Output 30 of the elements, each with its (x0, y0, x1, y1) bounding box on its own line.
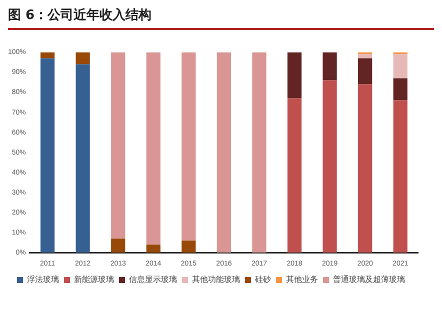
legend-label: 其他业务 (286, 275, 318, 284)
bar (322, 52, 337, 80)
bar (182, 52, 196, 241)
legend-label: 硅砂 (254, 275, 271, 284)
legend-label: 其他功能玻璃 (192, 275, 240, 284)
bar (146, 52, 160, 245)
bar (322, 80, 337, 253)
bar (358, 58, 372, 84)
bar (393, 78, 408, 100)
legend-label: 浮法玻璃 (27, 275, 59, 284)
bar (393, 54, 408, 78)
legend-label: 新能源玻璃 (74, 275, 114, 284)
legend-label: 普通玻璃及超薄玻璃 (333, 275, 405, 284)
bar (40, 52, 55, 58)
bar (393, 100, 408, 253)
bar (252, 52, 266, 253)
bar (111, 52, 126, 239)
chart-title: 图 6：公司近年收入结构 (8, 6, 434, 30)
bar (76, 52, 90, 64)
bar (216, 52, 232, 253)
bar (358, 84, 372, 253)
bar (358, 54, 372, 58)
bar (287, 52, 302, 98)
bar (287, 98, 302, 253)
bar (40, 58, 55, 253)
bar (146, 244, 160, 253)
bar (111, 238, 126, 253)
legend-label: 信息显示玻璃 (129, 275, 177, 284)
bar (76, 64, 90, 253)
bar (182, 240, 196, 253)
